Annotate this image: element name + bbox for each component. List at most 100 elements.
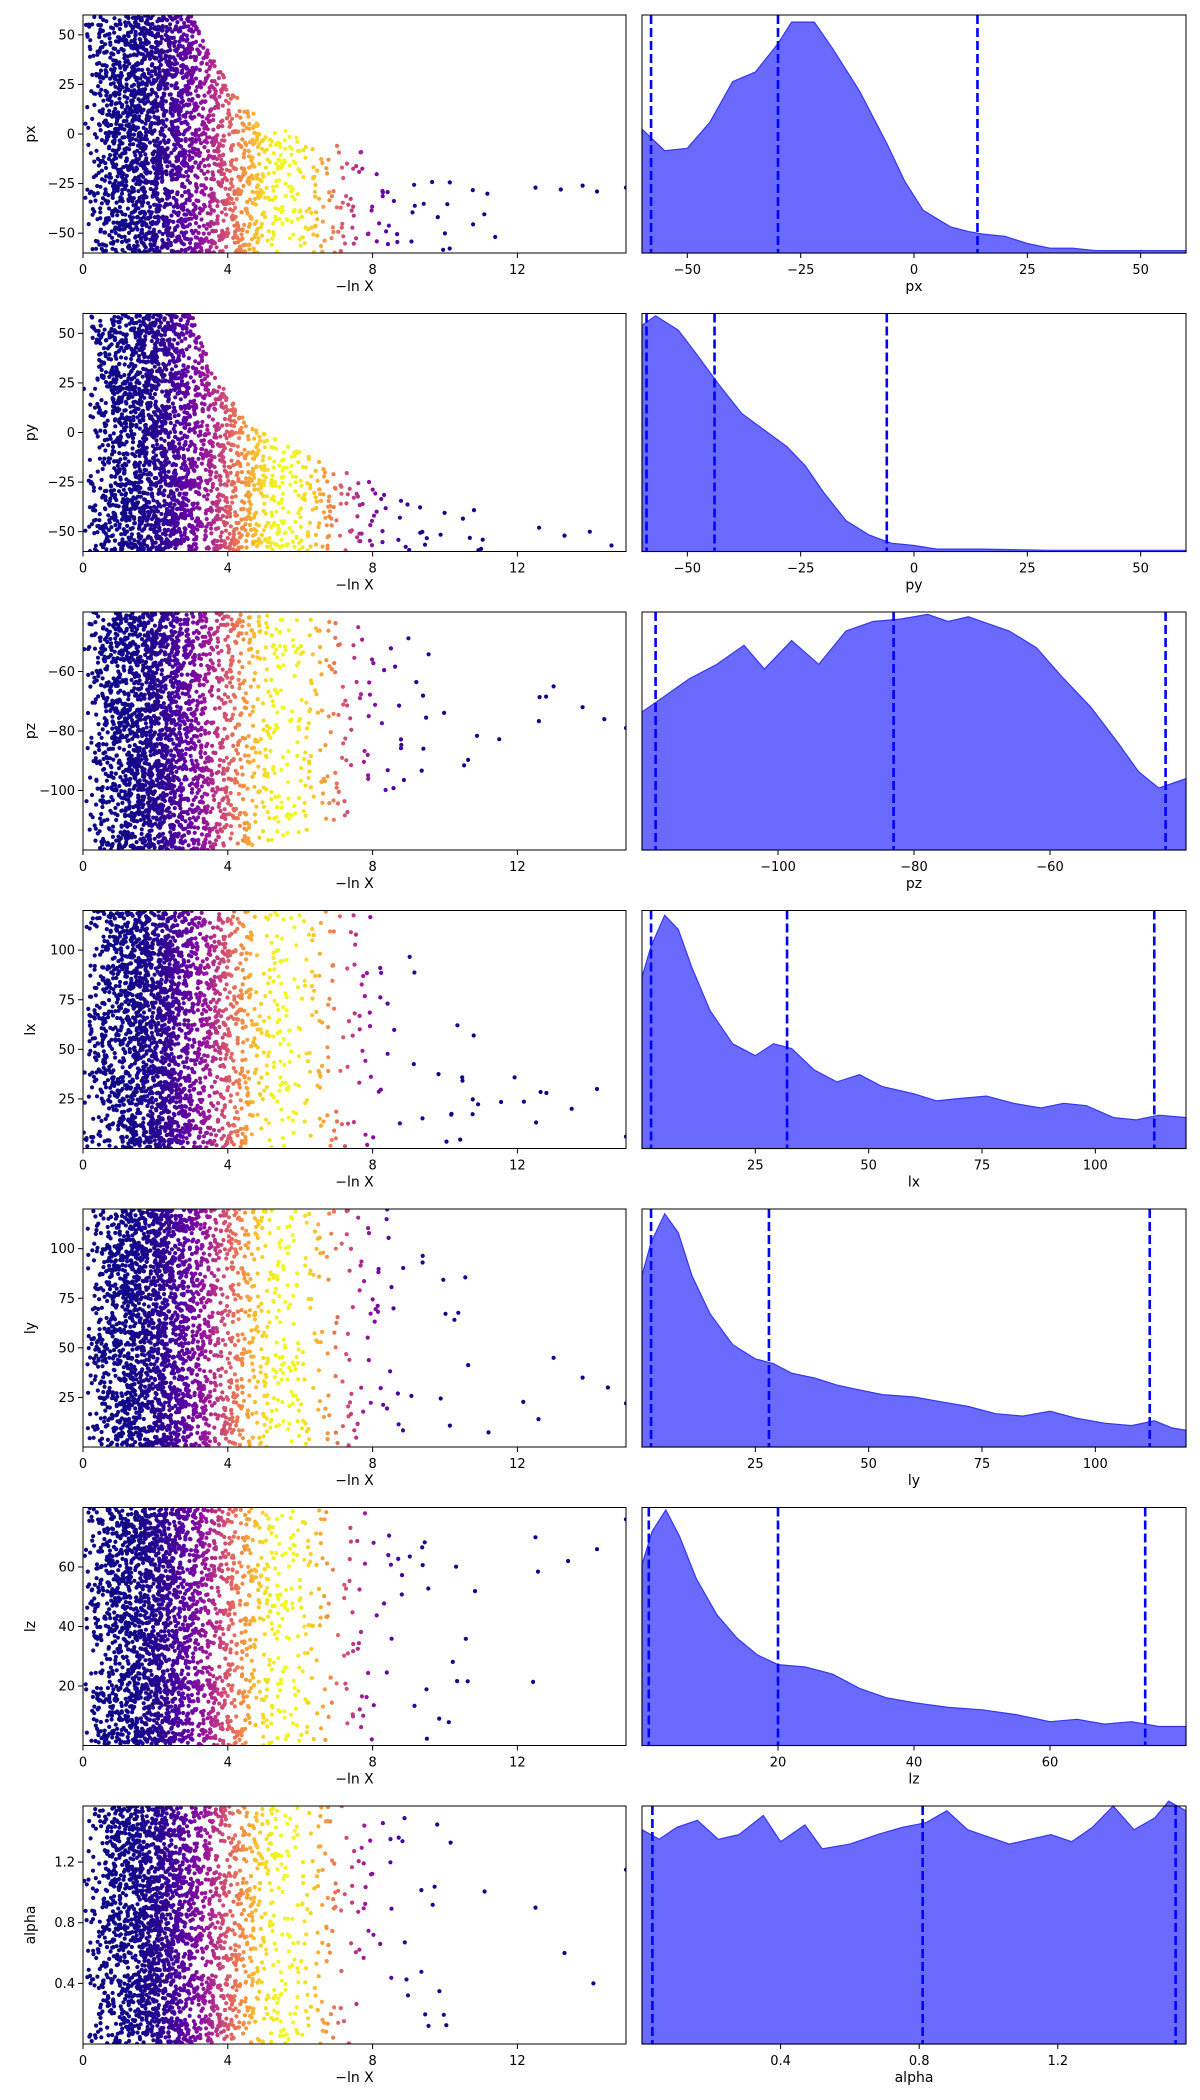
scatter-point — [163, 201, 168, 206]
scatter-point — [258, 490, 264, 495]
scatter-point — [292, 544, 297, 550]
scatter-point — [183, 24, 188, 29]
scatter-point — [105, 418, 110, 423]
scatter-point — [239, 210, 244, 215]
scatter-point — [247, 515, 252, 520]
scatter-point — [157, 249, 162, 253]
scatter-point — [144, 503, 149, 508]
scatter-point — [273, 480, 278, 485]
scatter-point — [344, 471, 349, 476]
scatter-point — [121, 508, 126, 513]
scatter-point — [173, 226, 178, 231]
scatter-point — [99, 542, 104, 547]
scatter-point — [132, 506, 137, 511]
scatter-point — [155, 215, 160, 220]
scatter-point — [192, 525, 197, 531]
scatter-point — [144, 116, 150, 121]
scatter-point — [182, 20, 187, 26]
scatter-point — [255, 250, 260, 253]
scatter-point — [203, 186, 208, 191]
scatter-point — [98, 45, 103, 50]
scatter-point — [367, 538, 372, 543]
scatter-point — [93, 198, 98, 203]
scatter-point — [274, 184, 279, 189]
scatter-point — [150, 194, 155, 199]
scatter-point — [222, 432, 228, 437]
scatter-point — [159, 491, 164, 496]
scatter-point — [167, 26, 173, 31]
scatter-point — [128, 526, 133, 531]
scatter-point — [334, 518, 339, 523]
x-tick-label: 12 — [509, 263, 526, 278]
scatter-point — [99, 138, 105, 143]
scatter-point — [109, 229, 114, 234]
scatter-point — [155, 499, 160, 504]
scatter-point — [144, 330, 149, 335]
scatter-point — [111, 322, 116, 328]
scatter-point — [191, 379, 196, 384]
scatter-point — [196, 165, 201, 170]
scatter-point — [299, 214, 304, 219]
scatter-point — [175, 168, 180, 173]
scatter-point — [215, 203, 220, 209]
scatter-point — [247, 510, 252, 516]
scatter-point — [230, 208, 235, 213]
scatter-point — [174, 155, 179, 160]
scatter-point — [217, 473, 222, 478]
scatter-point — [300, 464, 305, 470]
y-tick-label: −50 — [48, 227, 75, 242]
scatter-point — [273, 206, 278, 211]
scatter-point — [113, 247, 118, 252]
scatter-point — [225, 231, 230, 236]
scatter-point — [113, 424, 118, 429]
scatter-point — [192, 249, 197, 253]
scatter-point — [110, 235, 115, 240]
scatter-point — [232, 240, 237, 245]
scatter-point — [113, 386, 118, 391]
scatter-point — [91, 175, 96, 180]
scatter-point — [154, 209, 159, 214]
scatter-point — [196, 490, 201, 495]
scatter-point — [321, 467, 326, 472]
scatter-point — [186, 86, 191, 91]
scatter-point — [230, 158, 235, 163]
scatter-point — [251, 111, 256, 116]
scatter-point — [162, 332, 167, 337]
scatter-point — [256, 481, 261, 486]
scatter-point — [296, 510, 301, 516]
scatter-point — [259, 221, 264, 226]
scatter-point — [150, 89, 155, 95]
scatter-point — [170, 35, 175, 41]
scatter-point — [118, 374, 123, 379]
scatter-point — [186, 457, 191, 462]
scatter-point — [360, 501, 365, 507]
scatter-point — [172, 62, 177, 67]
scatter-point — [263, 135, 268, 140]
scatter-point — [103, 370, 109, 375]
scatter-point — [165, 327, 170, 332]
scatter-point — [195, 242, 200, 247]
scatter-point — [194, 336, 199, 341]
scatter-point — [199, 61, 204, 66]
scatter-point — [145, 383, 150, 388]
scatter-point — [245, 229, 250, 234]
scatter-point — [257, 434, 262, 439]
scatter-point — [146, 317, 151, 322]
scatter-point — [126, 30, 131, 35]
scatter-point — [246, 224, 252, 229]
scatter-point — [199, 358, 204, 363]
scatter-point — [194, 464, 199, 469]
scatter-point — [185, 17, 190, 22]
scatter-point — [113, 39, 119, 44]
scatter-point — [201, 223, 206, 228]
scatter-point — [240, 499, 245, 504]
scatter-point — [215, 494, 220, 499]
scatter-point — [98, 227, 103, 232]
scatter-point — [321, 510, 326, 515]
scatter-point — [191, 332, 196, 337]
scatter-point — [238, 115, 243, 120]
scatter-point — [236, 192, 241, 197]
scatter-point — [205, 427, 210, 432]
scatter-point — [139, 172, 144, 178]
scatter-point — [102, 456, 107, 461]
